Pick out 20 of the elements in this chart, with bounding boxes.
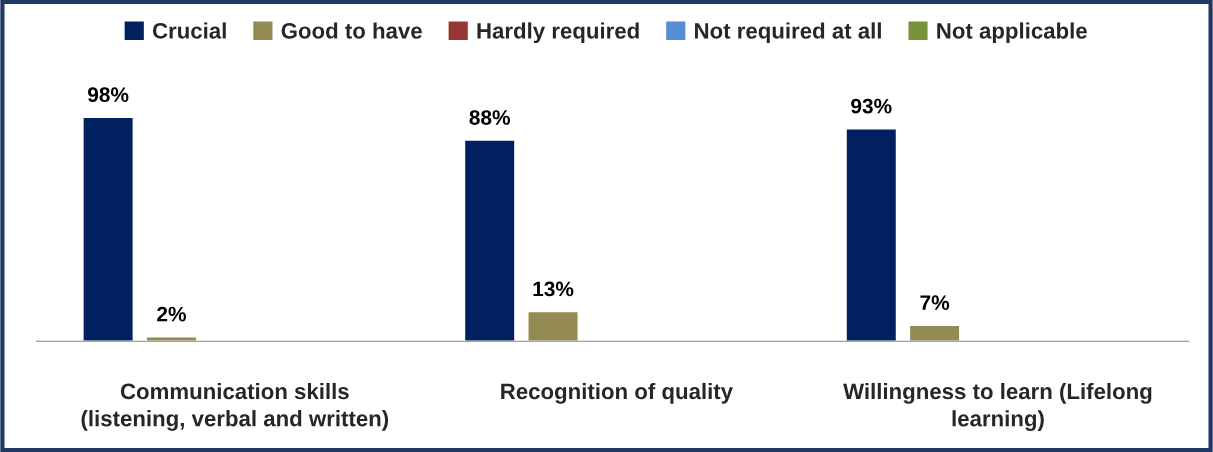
bar <box>82 116 135 342</box>
bar <box>145 335 198 342</box>
data-label: 98% <box>88 87 129 103</box>
data-label: 2% <box>157 306 186 322</box>
x-tick-label: Communication skills (listening, verbal and written) <box>81 382 389 431</box>
legend-label: Crucial <box>152 22 226 39</box>
bar <box>463 139 516 342</box>
bar <box>908 324 961 342</box>
legend-label: Not required at all <box>695 22 881 44</box>
legend-label: Hardly required <box>477 22 639 44</box>
data-label: 93% <box>851 98 892 114</box>
data-label: 7% <box>920 295 950 310</box>
legend-label: Not applicable <box>937 22 1087 44</box>
legend-label: Good to have <box>281 22 422 39</box>
bar <box>845 127 898 342</box>
x-tick-label: Willingness to learn (Lifelong learning) <box>843 382 1152 431</box>
bar <box>527 310 579 342</box>
data-label: 88% <box>469 110 510 125</box>
x-tick-label: Recognition of quality <box>501 382 733 404</box>
data-label: 13% <box>533 281 574 297</box>
